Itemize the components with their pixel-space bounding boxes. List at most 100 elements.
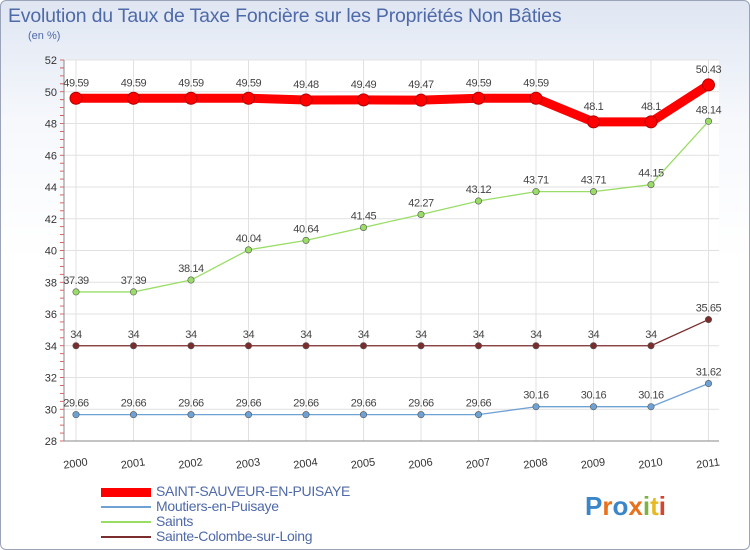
data-point: [647, 181, 655, 189]
legend-swatch: [101, 506, 151, 508]
data-point: [302, 236, 310, 244]
data-point: [187, 276, 195, 284]
y-tick-label: 46: [45, 150, 57, 162]
data-point: [587, 115, 600, 129]
data-label: 38.14: [178, 263, 204, 275]
x-tick-label: 2010: [638, 456, 664, 471]
y-tick-label: 42: [45, 214, 57, 226]
series-line: [76, 81, 711, 127]
data-point: [187, 411, 195, 419]
data-point: [414, 93, 428, 107]
data-label: 49.48: [293, 79, 319, 91]
x-tick-label: 2001: [120, 456, 146, 471]
data-label: 43.71: [581, 175, 607, 187]
data-point: [532, 342, 540, 350]
data-point: [474, 342, 482, 350]
data-label: 49.59: [63, 77, 89, 89]
data-label: 31.62: [696, 367, 722, 379]
x-tick-label: 2009: [580, 456, 606, 471]
data-point: [702, 78, 715, 92]
y-tick-label: 50: [45, 87, 57, 99]
series-line: [76, 318, 709, 347]
data-point: [184, 91, 198, 105]
legend-label: Moutiers-en-Puisaye: [156, 498, 279, 514]
x-tick-label: 2011: [696, 456, 721, 471]
data-point: [704, 316, 712, 324]
data-label: 34: [70, 329, 82, 341]
data-label: 44.15: [638, 168, 664, 180]
data-point: [704, 380, 712, 388]
series-line: [76, 382, 709, 416]
legend-label: Sainte-Colombe-sur-Loing: [156, 528, 313, 544]
data-point: [647, 342, 655, 350]
data-point: [130, 288, 138, 296]
legend-swatch: [101, 536, 151, 538]
data-point: [245, 342, 253, 350]
data-label: 30.16: [638, 390, 664, 402]
data-point: [589, 403, 597, 411]
data-label: 37.39: [121, 275, 147, 287]
data-label: 34: [128, 329, 140, 341]
x-tick-label: 2000: [63, 456, 89, 471]
logo-letter: P: [585, 491, 603, 521]
logo-letter: i: [658, 491, 666, 521]
data-label: 40.64: [293, 223, 319, 235]
data-point: [417, 411, 425, 419]
chart-unit-label: (en %): [28, 30, 61, 42]
logo-letter: i: [642, 491, 651, 521]
data-point: [242, 91, 255, 105]
data-label: 34: [530, 329, 542, 341]
data-point: [417, 342, 425, 350]
data-point: [359, 411, 367, 419]
data-label: 49.59: [178, 77, 204, 89]
data-label: 49.59: [523, 77, 549, 89]
data-label: 29.66: [293, 398, 319, 410]
y-tick-label: 44: [45, 182, 57, 194]
x-tick-label: 2005: [350, 456, 376, 471]
y-tick-label: 32: [45, 373, 57, 385]
data-point: [245, 411, 253, 419]
data-label: 48.14: [696, 104, 722, 116]
data-label: 49.47: [408, 79, 434, 91]
legend-label: Saints: [156, 513, 194, 529]
logo-letter: o: [612, 491, 629, 521]
data-point: [69, 91, 83, 105]
data-point: [302, 342, 310, 350]
data-point: [357, 93, 370, 107]
data-point: [472, 91, 485, 105]
y-tick-label: 28: [45, 436, 57, 448]
data-label: 48.1: [641, 101, 661, 113]
data-point: [130, 411, 138, 419]
y-tick-label: 36: [45, 309, 57, 321]
data-point: [72, 288, 80, 296]
data-point: [647, 403, 655, 411]
series-line: [76, 120, 709, 293]
data-label: 40.04: [236, 233, 262, 245]
x-tick-label: 2006: [408, 456, 434, 471]
legend-swatch: [101, 487, 151, 497]
data-label: 29.66: [351, 398, 377, 410]
data-point: [72, 411, 80, 419]
data-label: 48.1: [584, 101, 604, 113]
y-tick-label: 38: [45, 277, 57, 289]
data-point: [474, 411, 482, 419]
x-tick-label: 2003: [235, 456, 261, 471]
data-point: [130, 342, 138, 350]
y-tick-label: 40: [45, 246, 57, 258]
data-label: 50.43: [696, 64, 722, 76]
data-label: 29.66: [178, 398, 204, 410]
data-point: [72, 342, 80, 350]
data-label: 34: [645, 329, 657, 341]
data-label: 49.59: [236, 77, 262, 89]
x-tick-label: 2002: [178, 456, 204, 471]
data-label: 34: [185, 329, 197, 341]
data-point: [532, 403, 540, 411]
data-label: 49.49: [351, 79, 377, 91]
y-tick-label: 48: [45, 119, 57, 131]
data-label: 29.66: [121, 398, 147, 410]
data-label: 29.66: [408, 398, 434, 410]
data-point: [644, 115, 658, 129]
data-point: [529, 91, 543, 105]
